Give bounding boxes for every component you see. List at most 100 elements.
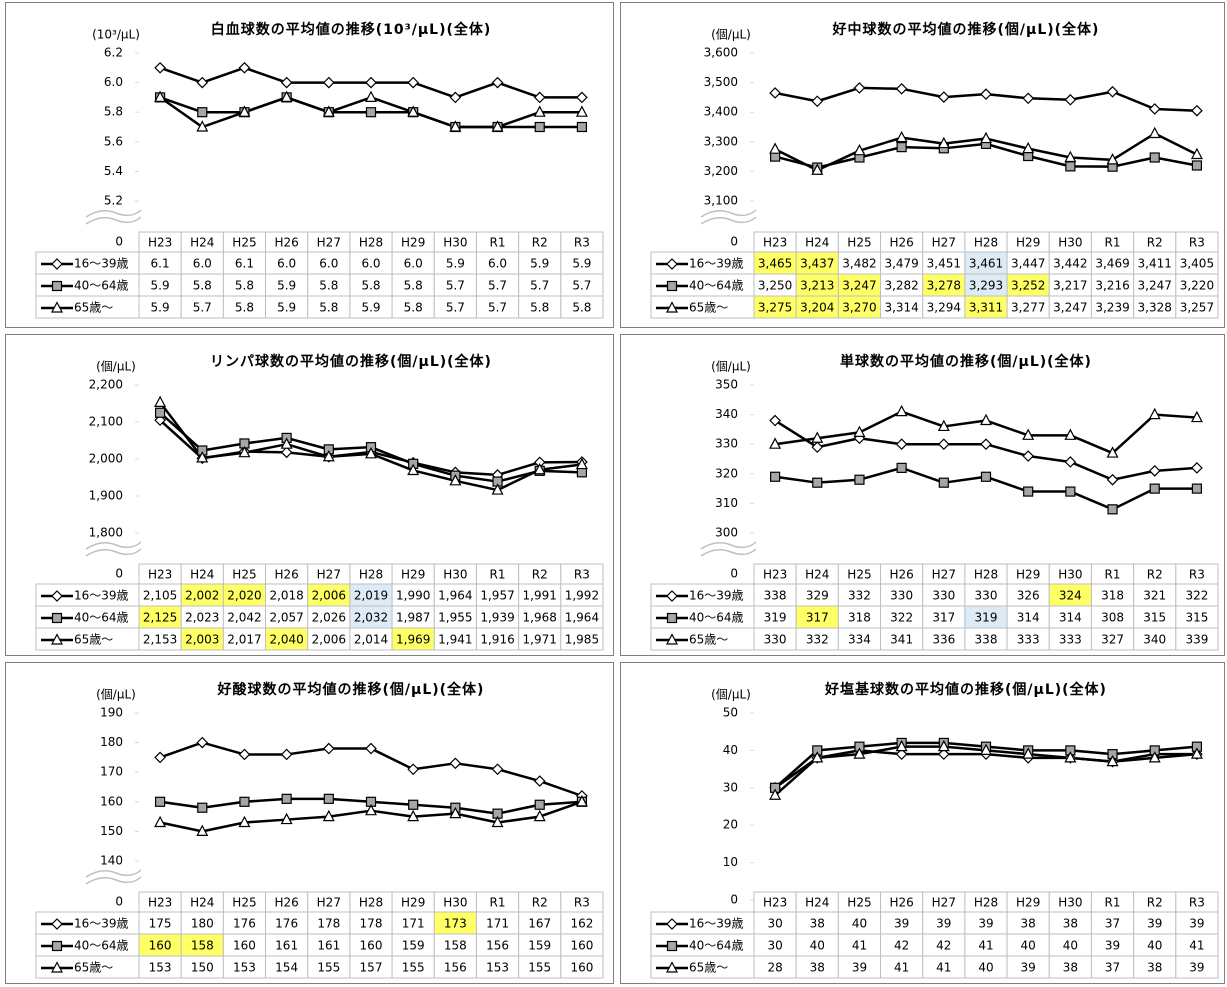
table-value: 5.8 bbox=[319, 279, 338, 293]
chart: 好中球数の平均値の推移(個/μL)(全体) (個/μL) 3,100 3,200 3,3… bbox=[650, 21, 1219, 319]
table-value: 333 bbox=[1059, 633, 1082, 647]
x-tick-label: H26 bbox=[274, 896, 298, 910]
axis-break bbox=[85, 548, 142, 557]
y-tick-label: 50 bbox=[723, 706, 738, 720]
table-value: 5.8 bbox=[404, 279, 423, 293]
table-value: 5.8 bbox=[235, 279, 254, 293]
marker bbox=[1023, 486, 1034, 497]
table-value: 176 bbox=[275, 917, 298, 931]
table-value: 156 bbox=[486, 939, 509, 953]
table-value: 5.9 bbox=[277, 301, 296, 315]
marker bbox=[980, 743, 992, 756]
table-value: 308 bbox=[1101, 611, 1124, 625]
marker bbox=[449, 120, 462, 132]
table-value: 330 bbox=[890, 589, 913, 603]
table-value: 5.8 bbox=[193, 279, 212, 293]
x-tick-label: H27 bbox=[932, 236, 956, 250]
marker bbox=[1022, 92, 1035, 105]
y-tick-label: 3,100 bbox=[704, 194, 738, 208]
table-value: 5.7 bbox=[446, 279, 465, 293]
marker bbox=[196, 120, 209, 132]
x-tick-label: H27 bbox=[932, 896, 956, 910]
table-value: 1,964 bbox=[438, 589, 472, 603]
table-value: 41 bbox=[852, 939, 867, 953]
table-value: 1,987 bbox=[396, 611, 430, 625]
table-value: 159 bbox=[528, 939, 551, 953]
table-value: 159 bbox=[402, 939, 425, 953]
table-value: 1,939 bbox=[480, 611, 514, 625]
marker bbox=[51, 301, 63, 313]
table-value: 1,985 bbox=[565, 633, 599, 647]
chart-panel: 好塩基球数の平均値の推移(個/μL)(全体) (個/μL) 0 10 20 30 40 50 H… bbox=[620, 662, 1225, 984]
marker bbox=[491, 120, 504, 132]
y-tick-label: 190 bbox=[100, 706, 123, 720]
table-value: 338 bbox=[975, 633, 998, 647]
table-value: 326 bbox=[1017, 589, 1040, 603]
x-tick-label: H28 bbox=[974, 568, 998, 582]
table-value: 5.7 bbox=[488, 301, 507, 315]
axis-break-label: 0 bbox=[730, 235, 738, 249]
marker bbox=[533, 105, 546, 117]
marker bbox=[666, 258, 678, 270]
x-tick-label: H23 bbox=[763, 236, 787, 250]
x-tick-label: H24 bbox=[805, 568, 829, 582]
marker bbox=[853, 82, 866, 94]
marker bbox=[197, 107, 208, 118]
marker bbox=[980, 438, 992, 451]
marker bbox=[1149, 483, 1160, 494]
marker bbox=[1190, 410, 1203, 423]
legend-label: 16〜39歳 bbox=[689, 257, 744, 271]
table-value: 319 bbox=[764, 611, 787, 625]
marker bbox=[853, 143, 866, 156]
table-value: 160 bbox=[570, 939, 593, 953]
legend-label: 16〜39歳 bbox=[74, 589, 129, 603]
table-value: 315 bbox=[1185, 611, 1208, 625]
table-value: 5.9 bbox=[446, 257, 465, 271]
table-value: 3,294 bbox=[927, 301, 961, 315]
chart-title: リンパ球数の平均値の推移(個/μL)(全体) bbox=[210, 353, 492, 370]
table-value: 1,991 bbox=[523, 589, 557, 603]
marker bbox=[1107, 504, 1118, 515]
y-tick-label: 2,000 bbox=[89, 452, 123, 466]
legend-label: 65歳〜 bbox=[689, 961, 728, 975]
table-value: 3,461 bbox=[969, 257, 1003, 271]
table-value: 327 bbox=[1101, 633, 1124, 647]
marker bbox=[281, 793, 292, 804]
x-tick-label: H29 bbox=[401, 236, 425, 250]
marker bbox=[1064, 150, 1077, 163]
table-value: 5.7 bbox=[488, 279, 507, 293]
chart-panel: 好酸球数の平均値の推移(個/μL)(全体) (個/μL) 140 150 160 170 1… bbox=[5, 662, 614, 984]
chart-title: 白血球数の平均値の推移(10³/μL)(全体) bbox=[211, 21, 492, 38]
chart-title: 好中球数の平均値の推移(個/μL)(全体) bbox=[832, 21, 1100, 38]
y-unit-label: (個/μL) bbox=[711, 360, 751, 374]
table-value: 38 bbox=[810, 917, 825, 931]
table-value: 1,916 bbox=[480, 633, 514, 647]
marker bbox=[196, 736, 209, 749]
table-value: 5.8 bbox=[319, 301, 338, 315]
table-value: 5.7 bbox=[530, 279, 549, 293]
table-value: 315 bbox=[1143, 611, 1166, 625]
marker bbox=[937, 136, 950, 149]
marker bbox=[280, 76, 293, 89]
marker bbox=[1148, 126, 1161, 139]
table-value: 3,247 bbox=[842, 279, 876, 293]
marker bbox=[323, 793, 334, 804]
table-value: 332 bbox=[848, 589, 871, 603]
table-value: 5.9 bbox=[361, 301, 380, 315]
marker bbox=[449, 474, 462, 486]
legend-label: 40〜64歳 bbox=[689, 939, 744, 953]
marker bbox=[239, 796, 250, 807]
table-value: 2,026 bbox=[312, 611, 346, 625]
table-value: 3,447 bbox=[1011, 257, 1045, 271]
y-unit-label: (個/μL) bbox=[711, 688, 751, 702]
table-value: 329 bbox=[806, 589, 829, 603]
x-tick-label: H23 bbox=[148, 896, 172, 910]
marker bbox=[1191, 160, 1203, 171]
chart-panel: 単球数の平均値の推移(個/μL)(全体) (個/μL) 300 310 320 330 34… bbox=[620, 334, 1225, 656]
marker bbox=[449, 91, 462, 104]
table-value: 3,293 bbox=[969, 279, 1003, 293]
table-value: 38 bbox=[810, 961, 825, 975]
table-value: 150 bbox=[191, 961, 214, 975]
table-value: 39 bbox=[852, 961, 867, 975]
table-value: 3,220 bbox=[1180, 279, 1214, 293]
